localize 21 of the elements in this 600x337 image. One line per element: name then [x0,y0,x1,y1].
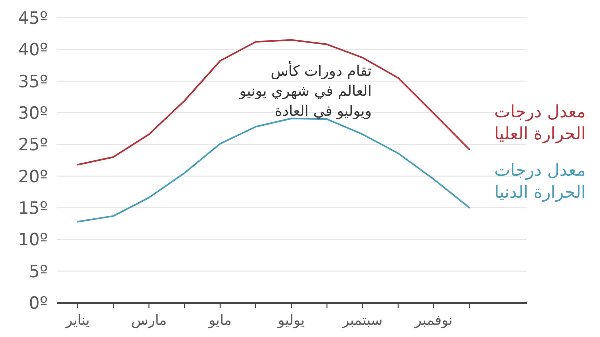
x-tick-label: يوليو [277,313,306,329]
y-tick-label: 20º [18,167,48,188]
line-series [77,118,470,223]
y-tick-label: 40º [18,40,48,61]
x-tick-label: مارس [131,313,168,329]
y-tick-label: 10º [18,230,48,251]
x-tick-label: مايو [208,313,232,329]
y-tick-label: 30º [18,104,48,124]
line-series [77,39,470,166]
x-tick-label: سبتمبر [342,313,383,329]
x-tick-label: نوفمبر [414,313,453,329]
y-tick-label: 5º [29,262,48,282]
y-tick-label: 45º [18,9,48,29]
y-tick-label: 25º [18,136,48,156]
y-tick-label: 0º [29,294,48,314]
annotation: تقام دورات كأس العالم في شهري يونيو ويوليو في العادة [238,61,372,120]
series-label: معدل درجات الحرارة الدنيا [494,161,586,203]
y-tick-label: 15º [18,199,48,219]
x-tick-label: يناير [64,313,90,329]
y-tick-label: 35º [18,72,48,92]
series-label: معدل درجات الحرارة العليا [494,102,586,145]
